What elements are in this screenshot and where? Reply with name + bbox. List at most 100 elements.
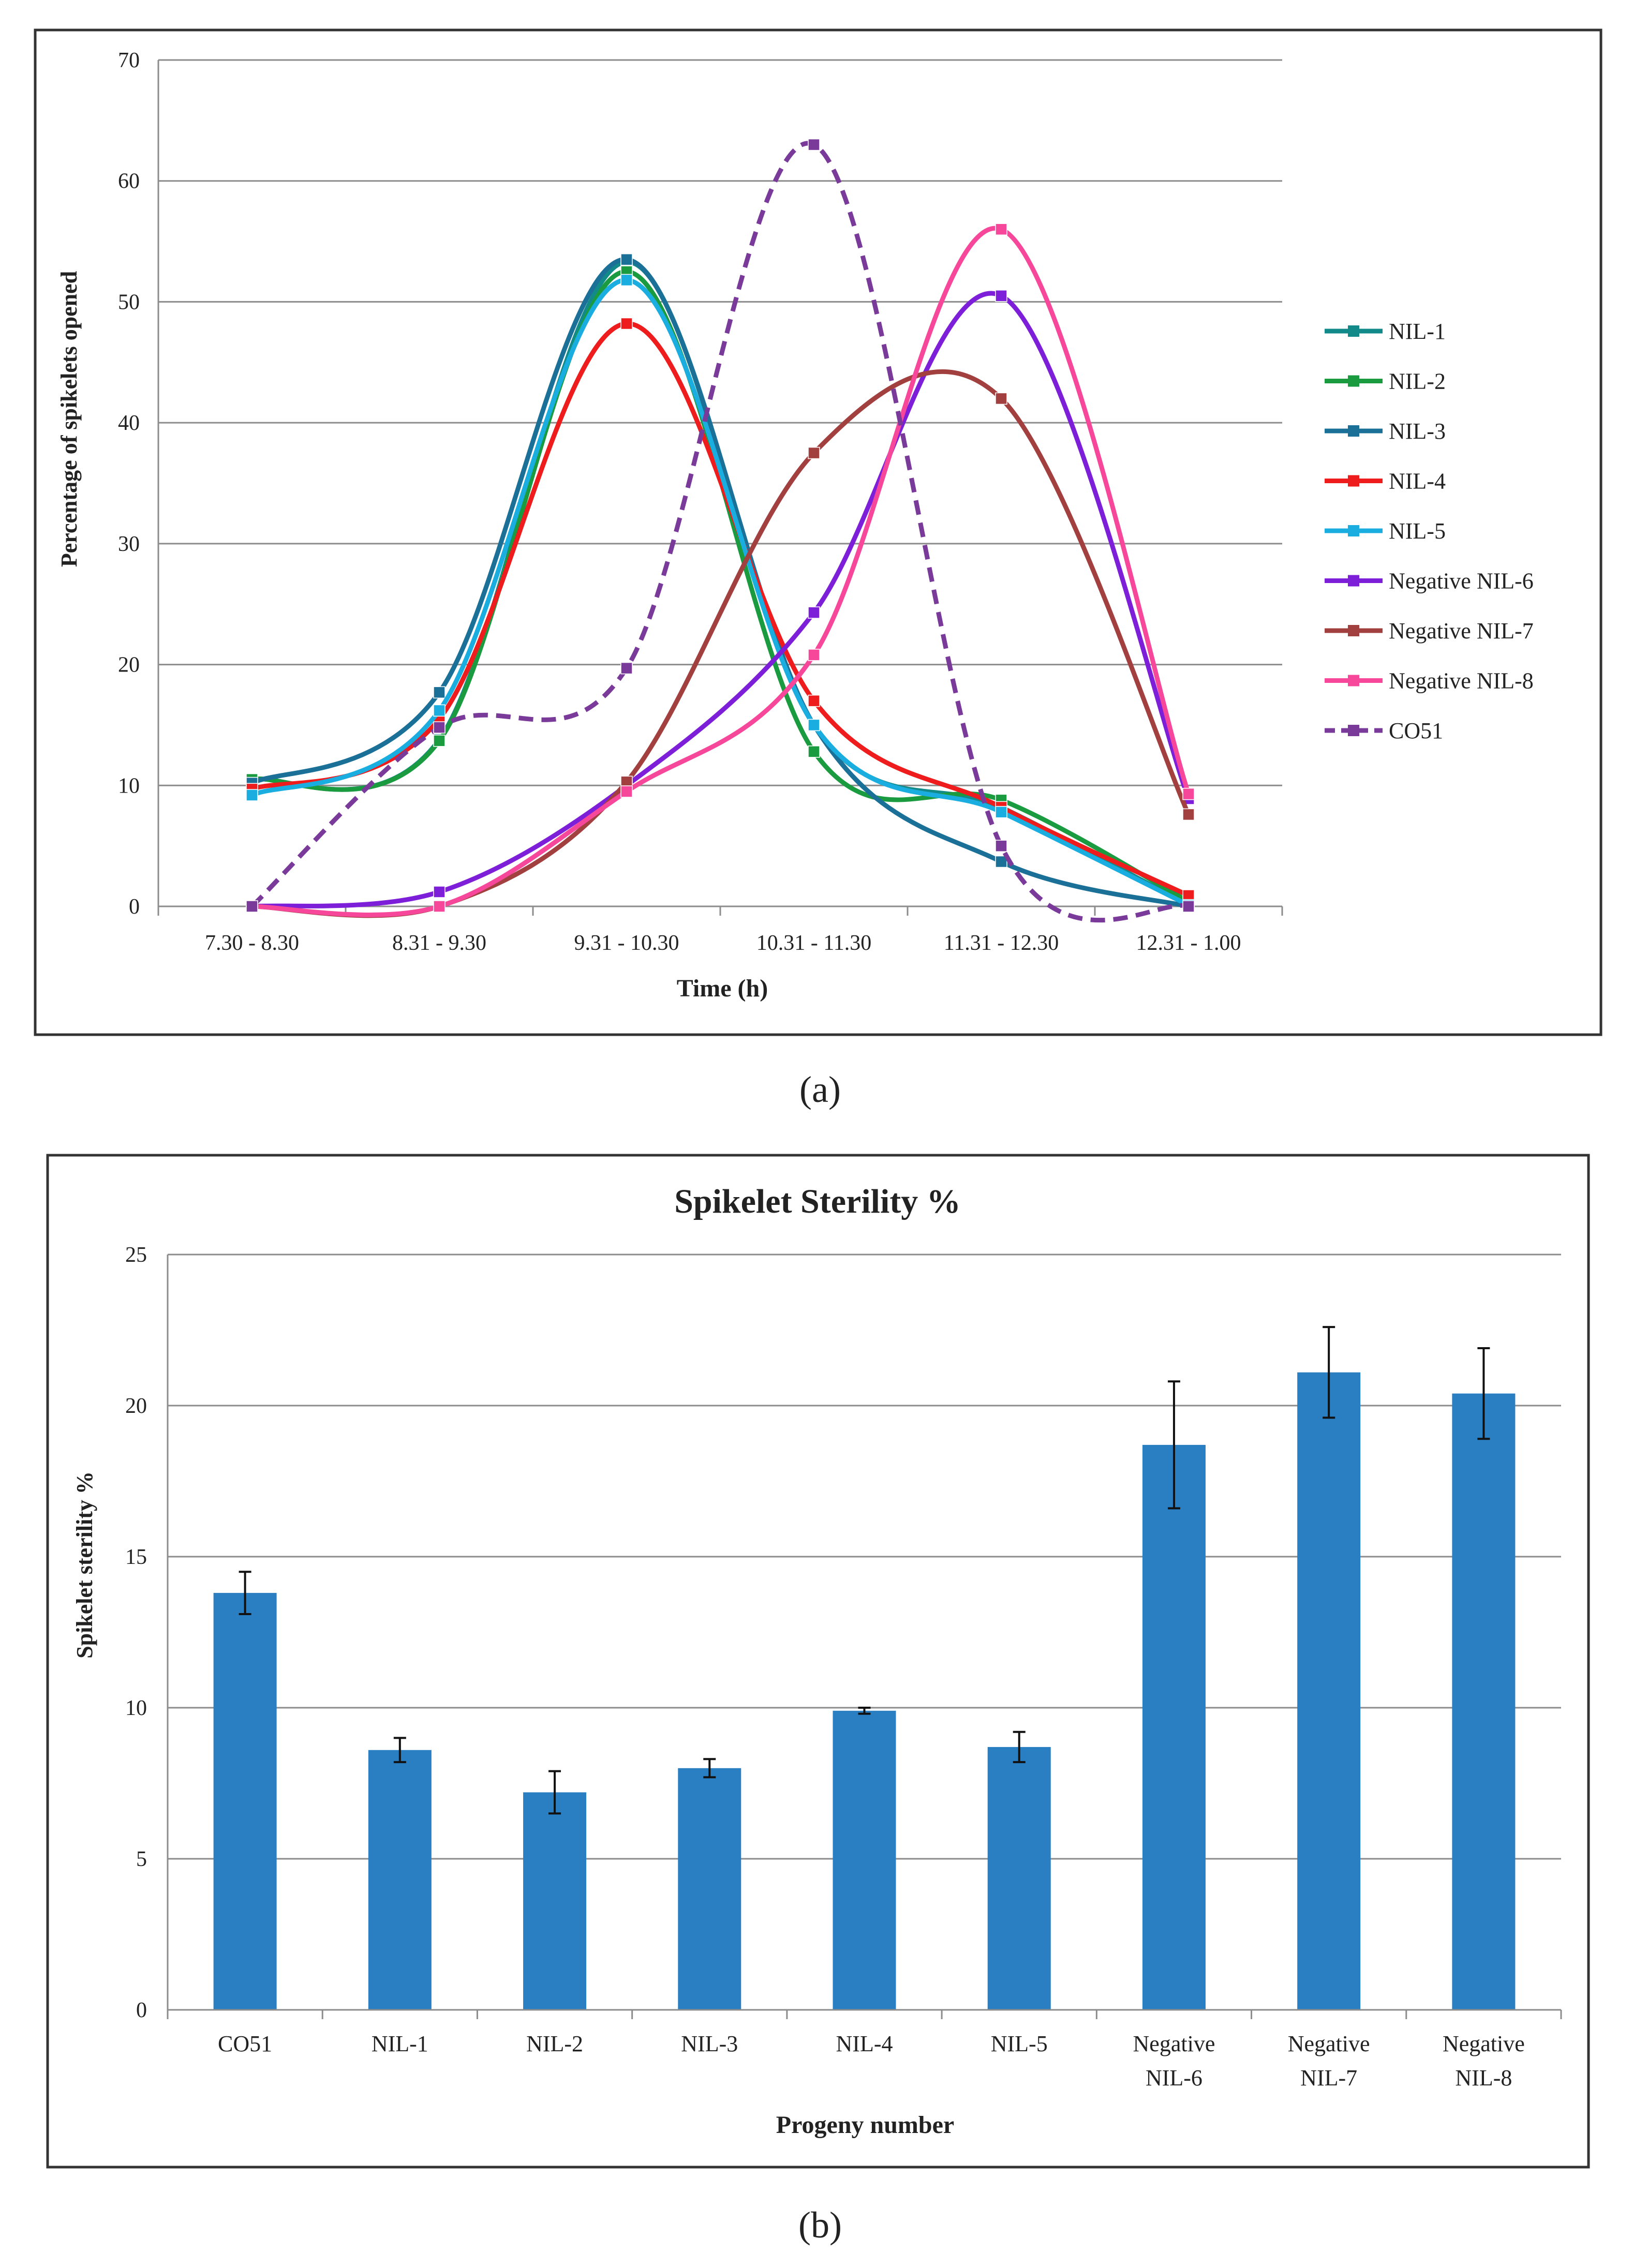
chart-a-x-tick-label: 12.31 - 1.00 — [1136, 931, 1241, 955]
chart-b-x-tick-label: NIL-2 — [526, 2031, 583, 2056]
chart-a-y-tick-label: 30 — [118, 532, 140, 556]
chart-a-y-tick-labels: 0 10 20 30 40 50 60 70 — [118, 49, 140, 919]
data-point-negative-nil-7 — [808, 446, 820, 459]
panel-a-caption: (a) — [799, 1069, 841, 1110]
bar-chart-panel: Spikelet Sterility % 0 5 10 15 20 25 CO51 NIL-… — [46, 1154, 1590, 2169]
data-point-negative-nil-7 — [995, 392, 1007, 405]
legend-label-nil-5: NIL-5 — [1389, 518, 1446, 544]
chart-b-x-tick-label: Negative — [1443, 2031, 1525, 2056]
data-point-co51 — [246, 900, 258, 913]
chart-a-y-tick-label: 20 — [118, 653, 140, 677]
legend-label-nil-2: NIL-2 — [1389, 369, 1446, 394]
data-point-negative-nil-8 — [433, 900, 446, 913]
data-point-nil-2 — [808, 745, 820, 758]
data-point-nil-3 — [433, 686, 446, 699]
legend-marker-nil-2 — [1348, 375, 1359, 387]
chart-a-y-tick-label: 60 — [118, 170, 140, 193]
data-point-co51 — [620, 662, 633, 675]
legend-label-nil-3: NIL-3 — [1389, 419, 1446, 444]
legend-label-nil-4: NIL-4 — [1389, 469, 1446, 494]
legend-marker-nil-1 — [1348, 325, 1359, 337]
chart-a-x-tick-label: 10.31 - 11.30 — [756, 931, 871, 955]
legend-marker-nil-3 — [1348, 425, 1359, 437]
line-chart-panel: 0 10 20 30 40 50 60 70 7.30 - 8.30 8.31 - 9.30 9.… — [34, 28, 1602, 1036]
data-point-nil-5 — [995, 805, 1007, 818]
bar-negative-nil-7 — [1297, 1372, 1361, 2010]
chart-b-y-tick-label: 15 — [125, 1545, 147, 1569]
chart-a-y-tick-label: 10 — [118, 774, 140, 798]
data-point-nil-3 — [620, 253, 633, 266]
chart-a-legend: NIL-1 NIL-2 NIL-3 NIL-4 NIL-5 Negative NIL-6 N… — [1325, 319, 1534, 743]
chart-a-y-tick-label: 50 — [118, 290, 140, 314]
bar-co51 — [213, 1593, 277, 2010]
chart-a-x-tick-label: 7.30 - 8.30 — [205, 931, 299, 955]
bar-nil-2 — [523, 1792, 587, 2010]
legend-label-nil-1: NIL-1 — [1389, 319, 1446, 344]
data-point-negative-nil-7 — [1182, 808, 1195, 821]
data-point-nil-3 — [995, 855, 1007, 868]
chart-a-x-tick-label: 11.31 - 12.30 — [944, 931, 1059, 955]
legend-marker-negative-nil-7 — [1348, 625, 1359, 636]
chart-b-x-tick-label: NIL-1 — [372, 2031, 428, 2056]
legend-label-negative-nil-8: Negative NIL-8 — [1389, 668, 1534, 694]
panel-b-caption: (b) — [798, 2204, 842, 2246]
legend-marker-nil-5 — [1348, 525, 1359, 536]
legend-marker-negative-nil-6 — [1348, 575, 1359, 587]
data-point-nil-4 — [620, 317, 633, 330]
data-point-co51 — [995, 840, 1007, 852]
chart-a-x-axis-label: Time (h) — [677, 975, 768, 1002]
data-point-nil-4 — [808, 694, 820, 707]
chart-b-axes — [167, 1255, 1562, 2019]
chart-b-y-tick-label: 25 — [125, 1243, 147, 1267]
data-point-negative-nil-8 — [995, 223, 1007, 235]
chart-b-x-axis-label: Progeny number — [776, 2111, 954, 2139]
legend-marker-co51 — [1348, 725, 1359, 736]
chart-b-error-bars — [239, 1326, 1490, 1815]
chart-b-y-axis-label: Spikelet sterility % — [72, 1471, 97, 1659]
chart-b-title: Spikelet Sterility % — [674, 1183, 961, 1220]
data-point-negative-nil-6 — [433, 886, 446, 898]
chart-b-x-tick-labels: CO51 NIL-1 NIL-2 NIL-3 NIL-4 NIL-5 Negative NIL… — [218, 2031, 1525, 2091]
chart-a-series — [246, 138, 1195, 923]
chart-b-x-tick-label: NIL-4 — [836, 2031, 893, 2056]
data-point-nil-5 — [246, 789, 258, 801]
chart-b-y-tick-label: 0 — [136, 1998, 147, 2022]
legend-marker-negative-nil-8 — [1348, 675, 1359, 687]
data-point-nil-5 — [808, 719, 820, 732]
data-point-negative-nil-6 — [995, 289, 1007, 302]
data-point-nil-5 — [620, 274, 633, 287]
legend-label-co51: CO51 — [1389, 718, 1443, 743]
bar-negative-nil-8 — [1452, 1393, 1516, 2010]
bar-nil-3 — [678, 1768, 741, 2010]
chart-b-bars — [213, 1372, 1516, 2010]
chart-b-x-tick-label: NIL-7 — [1300, 2065, 1357, 2091]
chart-b-x-tick-label: CO51 — [218, 2031, 272, 2056]
legend-label-negative-nil-7: Negative NIL-7 — [1389, 618, 1534, 644]
chart-b-x-tick-label: NIL-8 — [1455, 2065, 1512, 2091]
bar-negative-nil-6 — [1142, 1444, 1206, 2010]
data-point-negative-nil-8 — [808, 649, 820, 661]
chart-a-x-tick-label: 9.31 - 10.30 — [574, 931, 679, 955]
chart-b-x-tick-label: Negative — [1133, 2031, 1215, 2056]
chart-b-y-tick-label: 20 — [125, 1394, 147, 1418]
chart-b-x-tick-label: NIL-5 — [991, 2031, 1048, 2056]
bar-nil-1 — [368, 1750, 432, 2010]
data-point-nil-2 — [433, 735, 446, 747]
bar-nil-4 — [833, 1710, 896, 2010]
chart-b-x-tick-label: NIL-6 — [1146, 2065, 1203, 2091]
bar-nil-5 — [987, 1747, 1051, 2010]
chart-b-x-tick-label: Negative — [1288, 2031, 1370, 2056]
chart-b-y-tick-labels: 0 5 10 15 20 25 — [125, 1243, 147, 2022]
legend-marker-nil-4 — [1348, 475, 1359, 487]
legend-label-negative-nil-6: Negative NIL-6 — [1389, 569, 1534, 594]
data-point-negative-nil-6 — [808, 606, 820, 619]
chart-b-x-tick-label: NIL-3 — [681, 2031, 738, 2056]
chart-b-y-tick-label: 10 — [125, 1696, 147, 1720]
chart-b-y-tick-label: 5 — [136, 1847, 147, 1871]
chart-a-x-tick-labels: 7.30 - 8.30 8.31 - 9.30 9.31 - 10.30 10.31 … — [205, 931, 1241, 955]
chart-a-gridlines — [158, 59, 1282, 786]
chart-a-x-tick-label: 8.31 - 9.30 — [392, 931, 486, 955]
data-point-co51 — [433, 721, 446, 734]
data-point-co51 — [808, 138, 820, 151]
